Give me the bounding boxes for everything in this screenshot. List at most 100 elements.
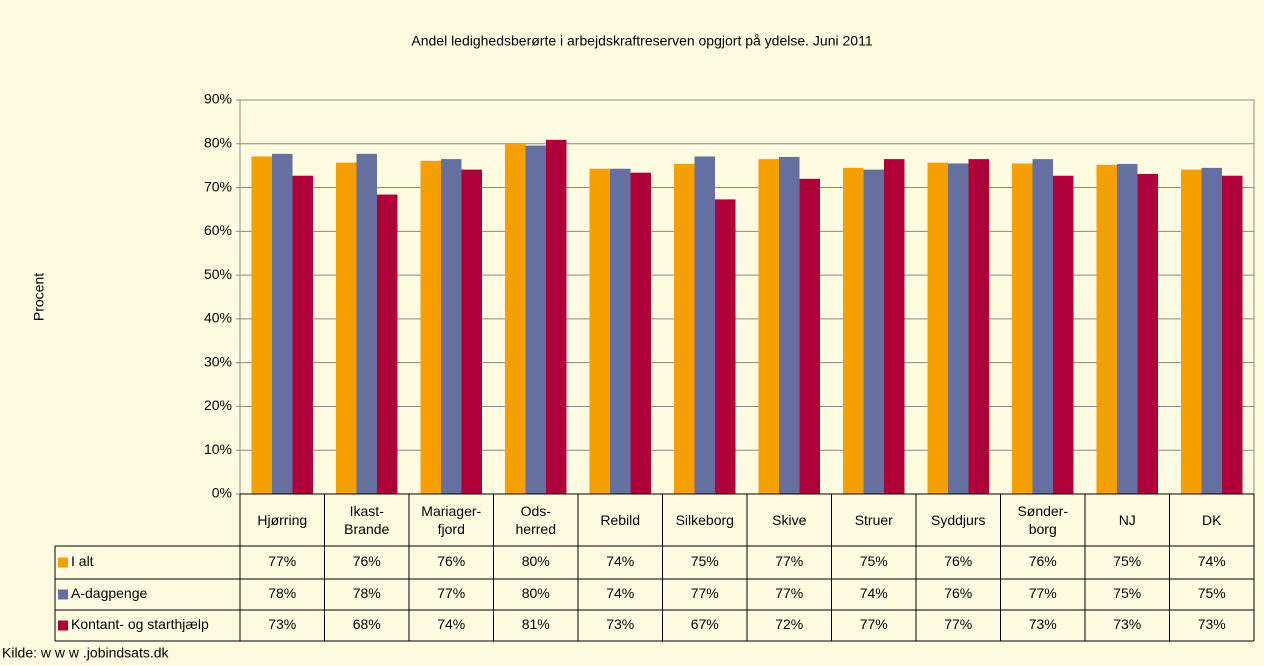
- x-tick-label: Syddjurs: [931, 512, 986, 528]
- table-value: 77%: [1029, 585, 1057, 601]
- bar: [1032, 159, 1053, 494]
- bar: [799, 178, 820, 495]
- table-value: 77%: [437, 585, 465, 601]
- table-value: 75%: [1198, 585, 1226, 601]
- bar: [630, 172, 651, 494]
- bar: [968, 159, 989, 494]
- table-value: 74%: [437, 616, 465, 632]
- bar: [505, 144, 526, 494]
- x-tick-label: NJ: [1118, 512, 1136, 528]
- table-value: 77%: [860, 616, 888, 632]
- bar: [779, 156, 800, 494]
- table-value: 74%: [860, 585, 888, 601]
- y-tick-label: 70%: [204, 178, 232, 194]
- table-value: 75%: [1113, 585, 1141, 601]
- table-value: 72%: [775, 616, 803, 632]
- table-value: 76%: [437, 553, 465, 569]
- x-tick-label: Silkeborg: [675, 512, 734, 528]
- table-value: 76%: [1029, 553, 1057, 569]
- table-value: 67%: [691, 616, 719, 632]
- y-tick-label: 30%: [204, 353, 232, 369]
- x-tick-label: Ods- herred: [515, 503, 556, 537]
- bar: [674, 163, 695, 494]
- bar: [251, 156, 272, 494]
- y-tick-label: 20%: [204, 397, 232, 413]
- table-value: 75%: [860, 553, 888, 569]
- table-value: 77%: [691, 585, 719, 601]
- bar: [948, 163, 969, 494]
- bar: [461, 169, 482, 494]
- table-value: 75%: [1113, 553, 1141, 569]
- table-value: 77%: [268, 553, 296, 569]
- y-tick-label: 0%: [212, 485, 232, 501]
- legend-swatch: [58, 620, 68, 631]
- bar: [610, 168, 631, 494]
- bar: [377, 194, 398, 494]
- bar: [843, 167, 864, 494]
- bar: [863, 169, 884, 494]
- bar: [1181, 169, 1202, 494]
- bar: [927, 162, 948, 494]
- x-tick-label: Mariager- fjord: [421, 503, 482, 537]
- table-value: 73%: [1198, 616, 1226, 632]
- table-value: 78%: [353, 585, 381, 601]
- y-tick-label: 90%: [204, 91, 232, 107]
- bar: [441, 159, 462, 494]
- table-value: 73%: [606, 616, 634, 632]
- table-value: 80%: [522, 585, 550, 601]
- bar: [694, 156, 715, 494]
- bar: [356, 153, 377, 494]
- x-tick-label: Sønder- borg: [1017, 503, 1069, 537]
- x-tick-label: Hjørring: [257, 512, 308, 528]
- table-value: 75%: [691, 553, 719, 569]
- x-tick-label: Skive: [772, 512, 807, 528]
- legend-label: I alt: [71, 553, 94, 569]
- table-value: 76%: [353, 553, 381, 569]
- table-value: 81%: [522, 616, 550, 632]
- x-tick-label: Struer: [854, 512, 893, 528]
- legend-swatch: [58, 589, 68, 600]
- bar: [589, 168, 610, 494]
- table-value: 78%: [268, 585, 296, 601]
- legend-label: Kontant- og starthjælp: [71, 616, 209, 632]
- source: Kilde: w w w .jobindsats.dk: [2, 645, 170, 661]
- bar: [1201, 167, 1222, 494]
- bar: [525, 145, 546, 495]
- table-value: 73%: [1113, 616, 1141, 632]
- table-value: 77%: [775, 585, 803, 601]
- chart-title: Andel ledighedsberørte i arbejdskraftres…: [411, 33, 872, 49]
- bar: [272, 153, 293, 494]
- table-value: 73%: [268, 616, 296, 632]
- y-tick-label: 10%: [204, 441, 232, 457]
- bar: [884, 159, 905, 494]
- table-value: 68%: [353, 616, 381, 632]
- y-tick-label: 60%: [204, 222, 232, 238]
- bar: [292, 175, 313, 495]
- legend-label: A-dagpenge: [71, 585, 148, 601]
- y-tick-label: 50%: [204, 266, 232, 282]
- y-axis-label: Procent: [31, 273, 47, 321]
- bar: [758, 159, 779, 494]
- x-tick-label: Ikast- Brande: [344, 503, 390, 537]
- bar: [336, 162, 357, 494]
- bar: [715, 199, 736, 494]
- bar: [1053, 175, 1074, 495]
- y-tick-label: 80%: [204, 134, 232, 150]
- legend-swatch: [58, 557, 68, 568]
- bar: [546, 139, 567, 495]
- x-tick-label: DK: [1202, 512, 1222, 528]
- table-value: 74%: [1198, 553, 1226, 569]
- x-tick-label: Rebild: [600, 512, 641, 528]
- table-value: 73%: [1029, 616, 1057, 632]
- y-tick-label: 40%: [204, 310, 232, 326]
- bar: [1137, 173, 1158, 495]
- table-value: 77%: [775, 553, 803, 569]
- table-value: 76%: [944, 585, 972, 601]
- bar: [1117, 163, 1138, 494]
- bar: [1096, 164, 1117, 494]
- bar: [420, 160, 441, 494]
- bar: [1222, 175, 1243, 495]
- table-value: 80%: [522, 553, 550, 569]
